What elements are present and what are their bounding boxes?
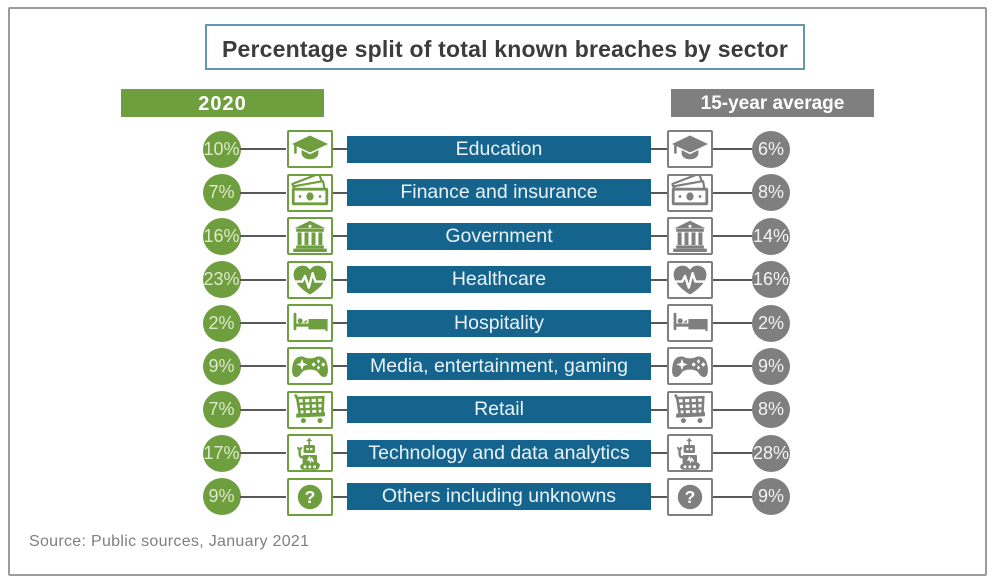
svg-text:?: ? xyxy=(305,487,316,507)
svg-text:?: ? xyxy=(685,487,696,507)
